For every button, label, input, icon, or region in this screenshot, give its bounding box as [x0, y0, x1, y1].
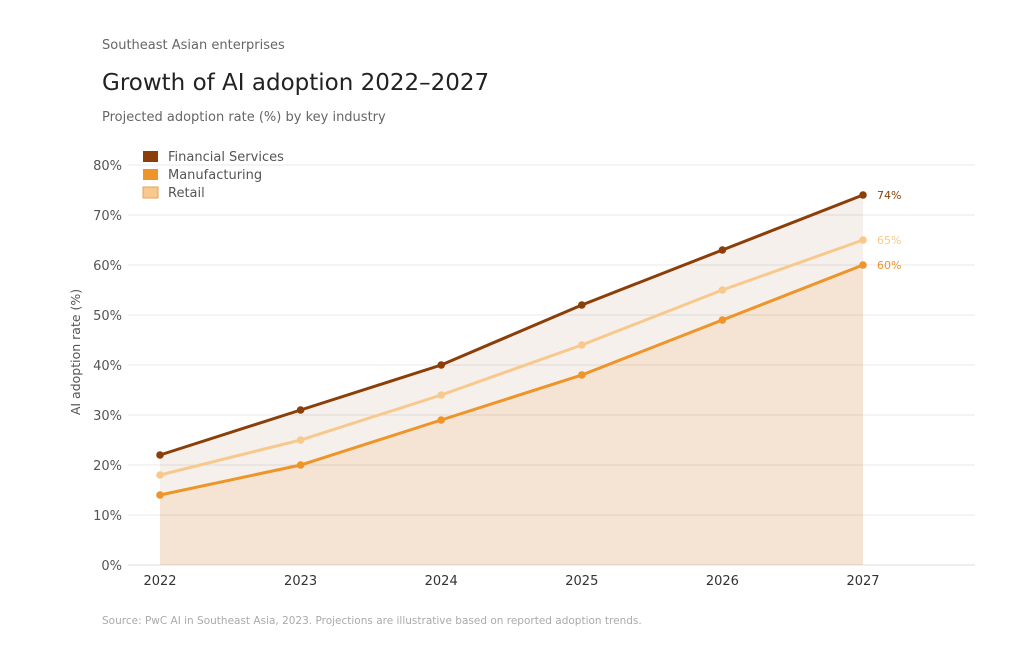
chart-title: Growth of AI adoption 2022–2027	[102, 70, 490, 96]
data-point	[859, 261, 867, 269]
data-point	[578, 371, 586, 379]
end-label: 74%	[877, 189, 901, 202]
area-fill	[160, 265, 863, 565]
end-label: 65%	[877, 234, 901, 247]
legend-swatch	[143, 169, 158, 180]
data-point	[156, 491, 164, 499]
y-axis-label: AI adoption rate (%)	[68, 289, 83, 415]
y-tick-label: 40%	[93, 359, 122, 374]
data-point	[296, 406, 305, 414]
data-point	[859, 236, 867, 244]
y-tick-label: 80%	[93, 159, 122, 174]
x-tick-label: 2027	[846, 574, 879, 589]
data-point	[718, 246, 727, 254]
data-point	[437, 416, 446, 424]
y-tick-label: 10%	[93, 509, 122, 524]
data-point	[437, 391, 446, 399]
y-tick-label: 20%	[93, 459, 122, 474]
data-point	[578, 341, 586, 349]
source-note: Source: PwC AI in Southeast Asia, 2023. …	[102, 615, 642, 627]
kicker: Southeast Asian enterprises	[102, 38, 285, 53]
legend-swatch	[143, 151, 158, 162]
legend-label: Retail	[168, 186, 205, 201]
data-point	[156, 471, 164, 479]
series-line	[159, 193, 864, 457]
data-point	[296, 436, 305, 444]
legend-label: Financial Services	[168, 150, 284, 165]
y-tick-label: 30%	[93, 409, 122, 424]
area-fill	[160, 195, 863, 565]
series-line	[159, 263, 864, 497]
x-tick-label: 2022	[143, 574, 176, 589]
y-tick-label: 70%	[93, 209, 122, 224]
x-tick-label: 2026	[706, 574, 739, 589]
legend-label: Manufacturing	[168, 168, 262, 183]
series-line	[159, 238, 864, 477]
end-label: 60%	[877, 259, 901, 272]
y-tick-label: 50%	[93, 309, 122, 324]
y-tick-label: 0%	[101, 559, 122, 574]
legend-swatch	[142, 186, 159, 199]
chart-subtitle: Projected adoption rate (%) by key indus…	[102, 110, 386, 125]
data-point	[718, 316, 727, 324]
data-point	[718, 286, 727, 294]
x-tick-label: 2023	[284, 574, 317, 589]
data-point	[437, 361, 446, 369]
data-point	[156, 451, 164, 459]
x-tick-label: 2024	[425, 574, 458, 589]
data-point	[296, 461, 305, 469]
data-point	[578, 301, 586, 309]
y-tick-label: 60%	[93, 259, 122, 274]
data-point	[859, 191, 867, 199]
x-tick-label: 2025	[565, 574, 598, 589]
